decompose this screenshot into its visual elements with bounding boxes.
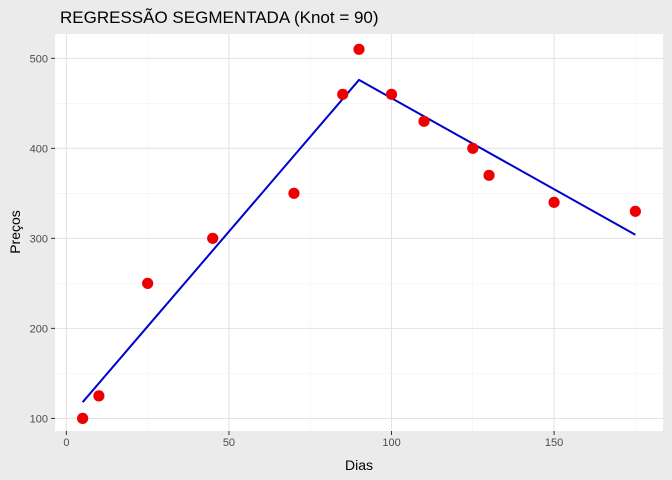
data-point — [288, 187, 300, 199]
data-point — [629, 205, 641, 217]
axes: 0 50 100 150 100 200 300 400 500 — [30, 53, 564, 449]
y-tick-label: 300 — [30, 233, 48, 245]
data-point — [142, 277, 154, 289]
x-tick-label: 100 — [382, 437, 400, 449]
data-point — [207, 232, 219, 244]
data-points — [77, 43, 641, 424]
plot-panel — [55, 34, 663, 431]
data-point — [353, 43, 365, 55]
data-point — [337, 88, 349, 100]
data-point — [548, 196, 560, 208]
fit-line-group — [81, 78, 636, 403]
chart-title: REGRESSÃO SEGMENTADA (Knot = 90) — [60, 8, 379, 27]
segmented-fit-line — [81, 78, 636, 403]
data-point — [418, 115, 430, 127]
data-point — [385, 88, 398, 100]
x-tick-label: 50 — [223, 437, 235, 449]
y-tick-label: 100 — [30, 413, 48, 425]
y-tick-label: 500 — [30, 53, 48, 65]
x-tick-label: 150 — [545, 437, 563, 449]
data-point — [93, 390, 105, 402]
data-point — [77, 412, 89, 424]
x-axis-title: Dias — [345, 457, 373, 473]
x-tick-label: 0 — [63, 437, 69, 449]
y-tick-label: 400 — [30, 143, 48, 155]
y-axis-title: Preços — [7, 210, 23, 254]
data-point — [467, 142, 479, 154]
y-tick-label: 200 — [30, 323, 48, 335]
data-point — [483, 169, 495, 181]
